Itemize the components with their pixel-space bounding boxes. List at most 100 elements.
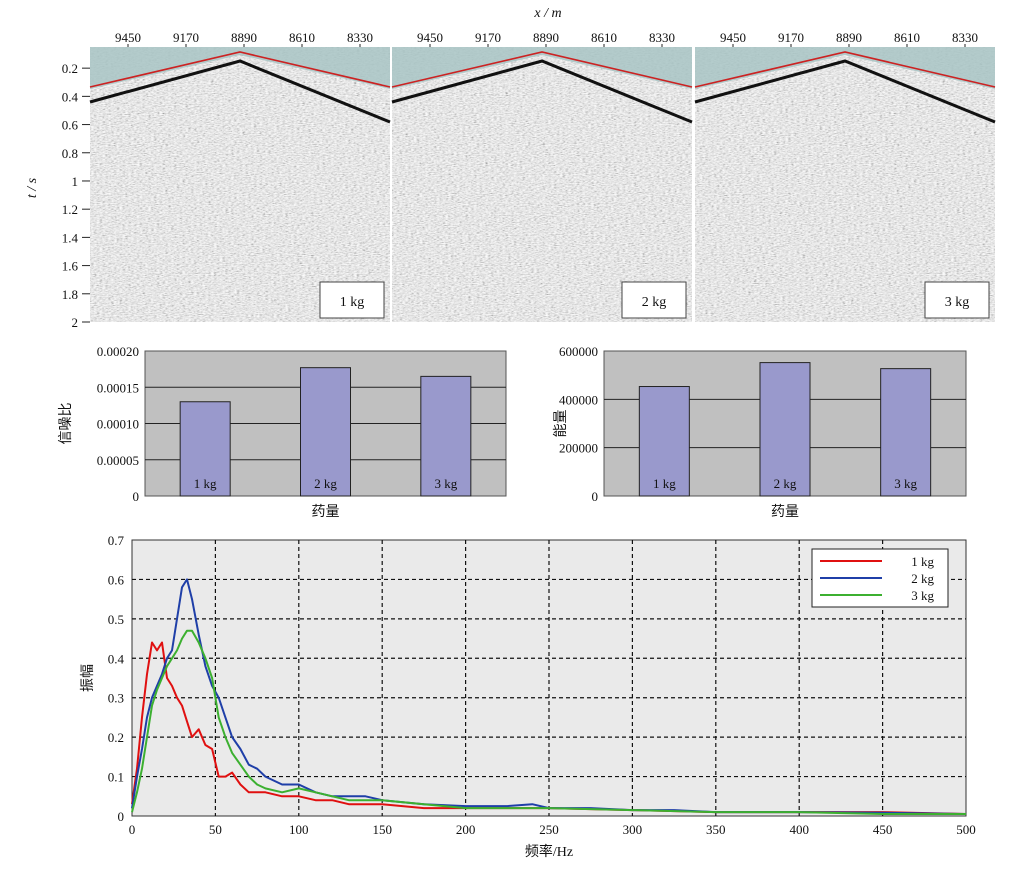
seismic-x-tick-label: 9170 — [173, 30, 199, 45]
seismic-y-tick-label: 1.4 — [62, 230, 79, 245]
bar-y-tick-label: 0 — [133, 489, 140, 504]
seismic-y-tick-label: 0.2 — [62, 61, 78, 76]
spectrum-y-axis-title: 振幅 — [80, 664, 96, 692]
spectrum-y-tick-label: 0.6 — [108, 572, 125, 587]
seismic-x-tick-label: 9450 — [115, 30, 141, 45]
spectrum-y-tick-label: 0.7 — [108, 533, 125, 548]
bar — [420, 375, 472, 497]
seismic-x-tick-label: 9450 — [720, 30, 746, 45]
seismic-first-arrival — [89, 59, 391, 124]
seismic-first-break-line — [694, 51, 996, 88]
energy-bar-chart: 0 200000 400000 600000 1 kg 2 kg 3 kg 药量 能量 — [553, 344, 967, 520]
seismic-x-tick-label: 8890 — [533, 30, 559, 45]
bar-y-tick-label: 600000 — [559, 344, 598, 359]
seismic-y-ticks: 0.2 0.4 0.6 0.8 1 1.2 1.4 1.6 1.8 2 — [62, 61, 90, 330]
bar-category-label: 3 kg — [434, 476, 457, 491]
spectrum-y-tick-label: 0 — [118, 809, 125, 824]
bar — [638, 386, 690, 497]
bar-y-tick-label: 0 — [592, 489, 599, 504]
snr-bar-chart: 0 0.00005 0.00010 0.00015 0.00020 1 kg 2 kg 3 k… — [58, 344, 507, 520]
seismic-y-tick-label: 2 — [72, 315, 79, 330]
spectrum-legend-label: 2 kg — [911, 571, 934, 586]
seismic-noise-band — [392, 47, 692, 89]
seismic-y-tick-label: 1.2 — [62, 202, 78, 217]
seismic-y-tick-label: 0.4 — [62, 89, 79, 104]
spectrum-y-tick-label: 0.5 — [108, 612, 124, 627]
seismic-noise-band — [90, 47, 390, 89]
seismic-y-tick-label: 0.6 — [62, 118, 79, 133]
seismic-y-axis-title: t / s — [25, 177, 40, 198]
spectrum-y-tick-label: 0.4 — [108, 651, 125, 666]
seismic-x-tick-label: 8610 — [894, 30, 920, 45]
seismic-first-break-line — [391, 51, 693, 88]
spectrum-line-chart: 0 50 100 150 200 250 300 350 400 450 500 0 0.1 0.2 0.3… — [80, 533, 976, 860]
bar-y-tick-label: 0.00015 — [97, 380, 139, 395]
spectrum-x-tick-label: 100 — [289, 822, 309, 837]
spectrum-series-line — [131, 629, 966, 815]
seismic-gather-image — [90, 47, 390, 322]
seismic-x-tick-label: 9450 — [417, 30, 443, 45]
seismic-noise-band — [695, 47, 995, 89]
bar-y-tick-label: 200000 — [559, 441, 598, 456]
bar-y-axis-title: 信噪比 — [58, 403, 74, 445]
bar-y-tick-label: 0.00020 — [97, 344, 139, 359]
bar-x-axis-title: 药量 — [312, 504, 340, 520]
seismic-gather-image — [392, 47, 692, 322]
seismic-panel-label: 1 kg — [340, 295, 365, 310]
spectrum-x-tick-label: 500 — [956, 822, 976, 837]
seismic-panel: 3 kg 9450 9170 8890 8610 8330 — [694, 30, 996, 322]
spectrum-x-tick-label: 200 — [456, 822, 476, 837]
bar — [300, 367, 351, 497]
spectrum-x-tick-label: 150 — [372, 822, 392, 837]
seismic-panel-label: 3 kg — [945, 295, 970, 310]
bar-category-label: 3 kg — [894, 476, 917, 491]
bar-y-tick-label: 0.00010 — [97, 417, 139, 432]
spectrum-x-tick-label: 300 — [623, 822, 643, 837]
spectrum-x-tick-label: 0 — [129, 822, 136, 837]
seismic-y-tick-label: 1.8 — [62, 287, 78, 302]
bar-category-label: 1 kg — [194, 476, 217, 491]
spectrum-y-tick-label: 0.3 — [108, 691, 124, 706]
spectrum-x-tick-label: 400 — [789, 822, 809, 837]
spectrum-x-tick-label: 350 — [706, 822, 726, 837]
seismic-x-axis-title: x / m — [533, 6, 561, 21]
seismic-x-tick-label: 8330 — [649, 30, 675, 45]
seismic-gather-image — [695, 47, 995, 322]
spectrum-x-tick-label: 450 — [873, 822, 893, 837]
seismic-x-tick-label: 8610 — [289, 30, 315, 45]
bar-category-label: 1 kg — [653, 476, 676, 491]
seismic-x-tick-label: 8330 — [952, 30, 978, 45]
bar — [179, 401, 231, 497]
spectrum-y-tick-label: 0.2 — [108, 730, 124, 745]
seismic-panel-label-box — [319, 281, 385, 319]
bar-x-axis-title: 药量 — [771, 504, 799, 520]
seismic-first-arrival — [694, 59, 996, 124]
seismic-panels: x / m t / s 0.2 0.4 0.6 0.8 1 1.2 1.4 1.6 1.8 2 1… — [25, 6, 996, 330]
seismic-x-tick-label: 9170 — [475, 30, 501, 45]
seismic-y-tick-label: 0.8 — [62, 146, 78, 161]
seismic-panel-label-box — [621, 281, 687, 319]
seismic-y-tick-label: 1.6 — [62, 259, 79, 274]
bar — [759, 362, 811, 497]
seismic-panel-label-box — [924, 281, 990, 319]
spectrum-y-tick-label: 0.1 — [108, 770, 124, 785]
bar — [880, 368, 932, 497]
seismic-panel: 1 kg 9450 9170 8890 8610 8330 — [89, 30, 391, 322]
seismic-y-tick-label: 1 — [72, 174, 79, 189]
bar-category-label: 2 kg — [774, 476, 797, 491]
spectrum-x-tick-label: 250 — [539, 822, 559, 837]
seismic-x-tick-label: 8610 — [591, 30, 617, 45]
bar-y-tick-label: 0.00005 — [97, 453, 139, 468]
seismic-first-arrival — [391, 59, 693, 124]
spectrum-x-tick-label: 50 — [209, 822, 222, 837]
seismic-panel-group: 1 kg 9450 9170 8890 8610 8330 2 kg 9450 9170 8890… — [89, 30, 996, 322]
spectrum-legend-label: 1 kg — [911, 554, 934, 569]
seismic-panel: 2 kg 9450 9170 8890 8610 8330 — [391, 30, 693, 322]
seismic-x-tick-label: 8890 — [231, 30, 257, 45]
seismic-x-tick-label: 8330 — [347, 30, 373, 45]
bar-y-tick-label: 400000 — [559, 392, 598, 407]
spectrum-legend-label: 3 kg — [911, 588, 934, 603]
seismic-x-tick-label: 8890 — [836, 30, 862, 45]
spectrum-x-axis-title: 频率/Hz — [525, 843, 573, 860]
